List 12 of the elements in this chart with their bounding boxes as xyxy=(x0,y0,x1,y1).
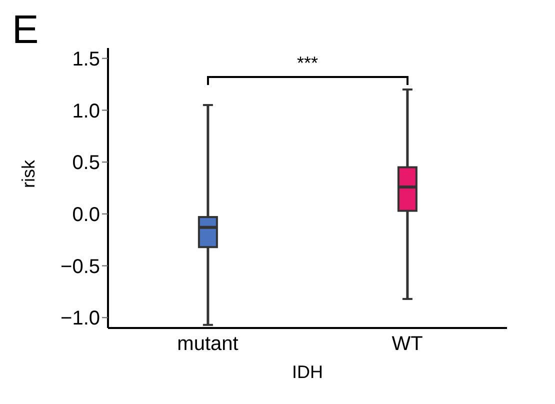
y-axis-title: risk xyxy=(18,159,38,188)
y-tick-label: −1.0 xyxy=(60,308,100,330)
y-tick-label: 1.0 xyxy=(72,100,100,122)
y-tick-label: 1.5 xyxy=(72,48,100,70)
x-axis-title: IDH xyxy=(292,362,323,382)
x-tick-label: mutant xyxy=(177,333,239,356)
y-tick-label: 0.0 xyxy=(72,204,100,226)
x-tick-label: WT xyxy=(392,333,423,356)
y-tick-label: 0.5 xyxy=(72,152,100,174)
y-tick-label: −0.5 xyxy=(60,256,100,278)
annotation: *** xyxy=(296,53,319,74)
text: E xyxy=(12,8,39,53)
